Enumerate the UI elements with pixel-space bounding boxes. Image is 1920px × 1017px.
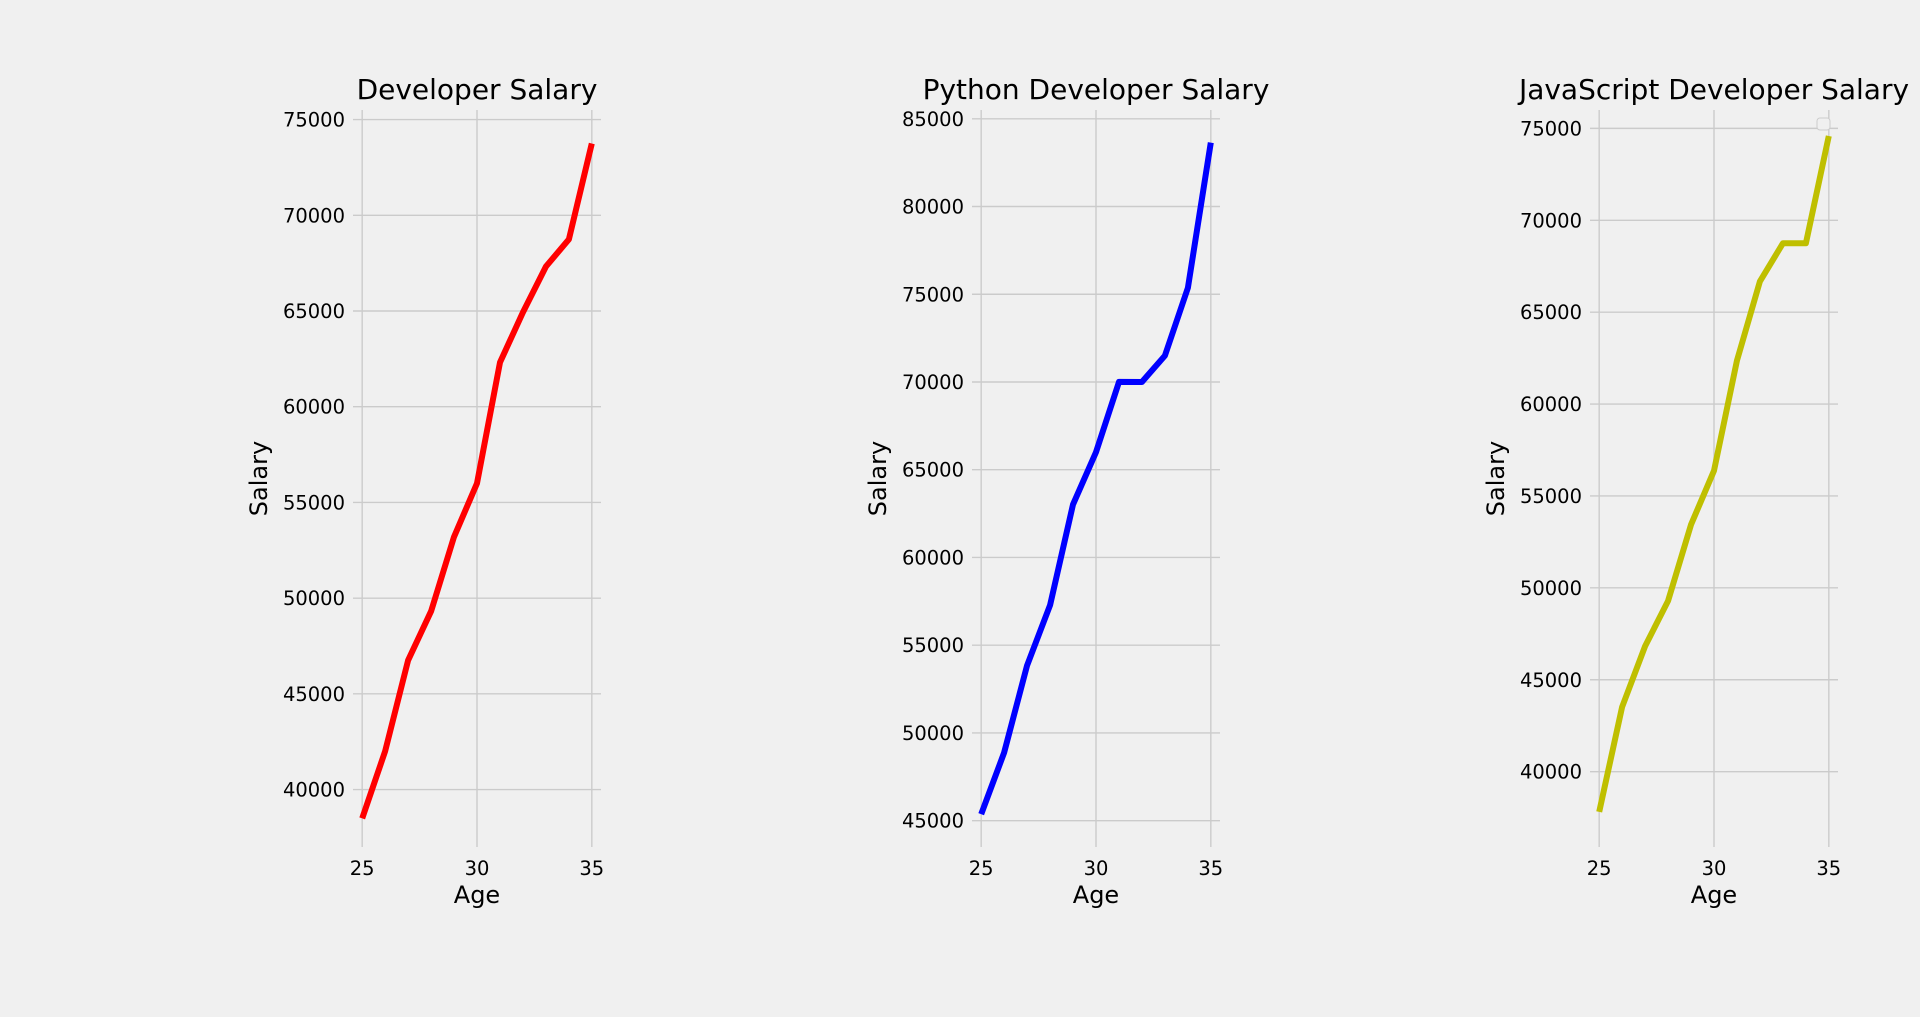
series-line: [359, 142, 595, 820]
chart-title: Python Developer Salary: [923, 73, 1270, 106]
x-tick-label: 25: [1587, 857, 1612, 880]
y-tick-label: 40000: [283, 779, 345, 802]
chart-title: Developer Salary: [357, 73, 598, 106]
chart-panel-1: 40000 45000 50000 55000 60000 65000 70000 75000…: [245, 73, 604, 909]
y-tick-label: 40000: [1520, 761, 1582, 784]
x-tick-label: 25: [350, 857, 375, 880]
y-tick-label: 70000: [283, 204, 345, 227]
y-tick-label: 65000: [1520, 301, 1582, 324]
x-tick-label: 35: [1198, 857, 1223, 880]
x-axis-label: Age: [454, 881, 500, 909]
y-tick-label: 60000: [902, 546, 964, 569]
series-line: [1596, 135, 1832, 813]
chart-title: JavaScript Developer Salary: [1517, 73, 1909, 106]
y-tick-label: 80000: [902, 196, 964, 219]
y-tick-label: 55000: [283, 491, 345, 514]
y-tick-label: 45000: [1520, 669, 1582, 692]
series-line: [978, 142, 1214, 816]
y-axis-label: Salary: [864, 441, 892, 516]
x-axis-label: Age: [1691, 881, 1737, 909]
x-axis-label: Age: [1073, 881, 1119, 909]
y-tick-label: 45000: [283, 683, 345, 706]
y-tick-label: 60000: [1520, 393, 1582, 416]
chart-panel-2: 45000 50000 55000 60000 65000 70000 75000 80000…: [864, 73, 1269, 909]
y-tick-label: 70000: [1520, 209, 1582, 232]
y-tick-label: 60000: [283, 396, 345, 419]
x-tick-label: 25: [969, 857, 994, 880]
y-tick-label: 75000: [283, 109, 345, 132]
y-tick-label: 85000: [902, 108, 964, 131]
y-tick-label: 50000: [902, 722, 964, 745]
x-tick-label: 30: [1702, 857, 1727, 880]
y-tick-label: 75000: [902, 283, 964, 306]
y-tick-label: 45000: [902, 810, 964, 833]
y-axis-label: Salary: [1482, 441, 1510, 516]
y-tick-label: 50000: [283, 587, 345, 610]
y-tick-label: 65000: [283, 300, 345, 323]
y-tick-label: 75000: [1520, 117, 1582, 140]
legend-box: [1816, 117, 1831, 131]
y-tick-label: 50000: [1520, 577, 1582, 600]
x-tick-label: 30: [1084, 857, 1109, 880]
chart-panel-3: 40000 45000 50000 55000 60000 65000 70000 75000…: [1482, 73, 1909, 909]
x-tick-label: 30: [465, 857, 490, 880]
y-tick-label: 55000: [1520, 485, 1582, 508]
x-tick-label: 35: [579, 857, 604, 880]
y-tick-label: 65000: [902, 459, 964, 482]
y-axis-label: Salary: [245, 441, 273, 516]
x-tick-label: 35: [1816, 857, 1841, 880]
y-tick-label: 70000: [902, 371, 964, 394]
y-tick-label: 55000: [902, 634, 964, 657]
